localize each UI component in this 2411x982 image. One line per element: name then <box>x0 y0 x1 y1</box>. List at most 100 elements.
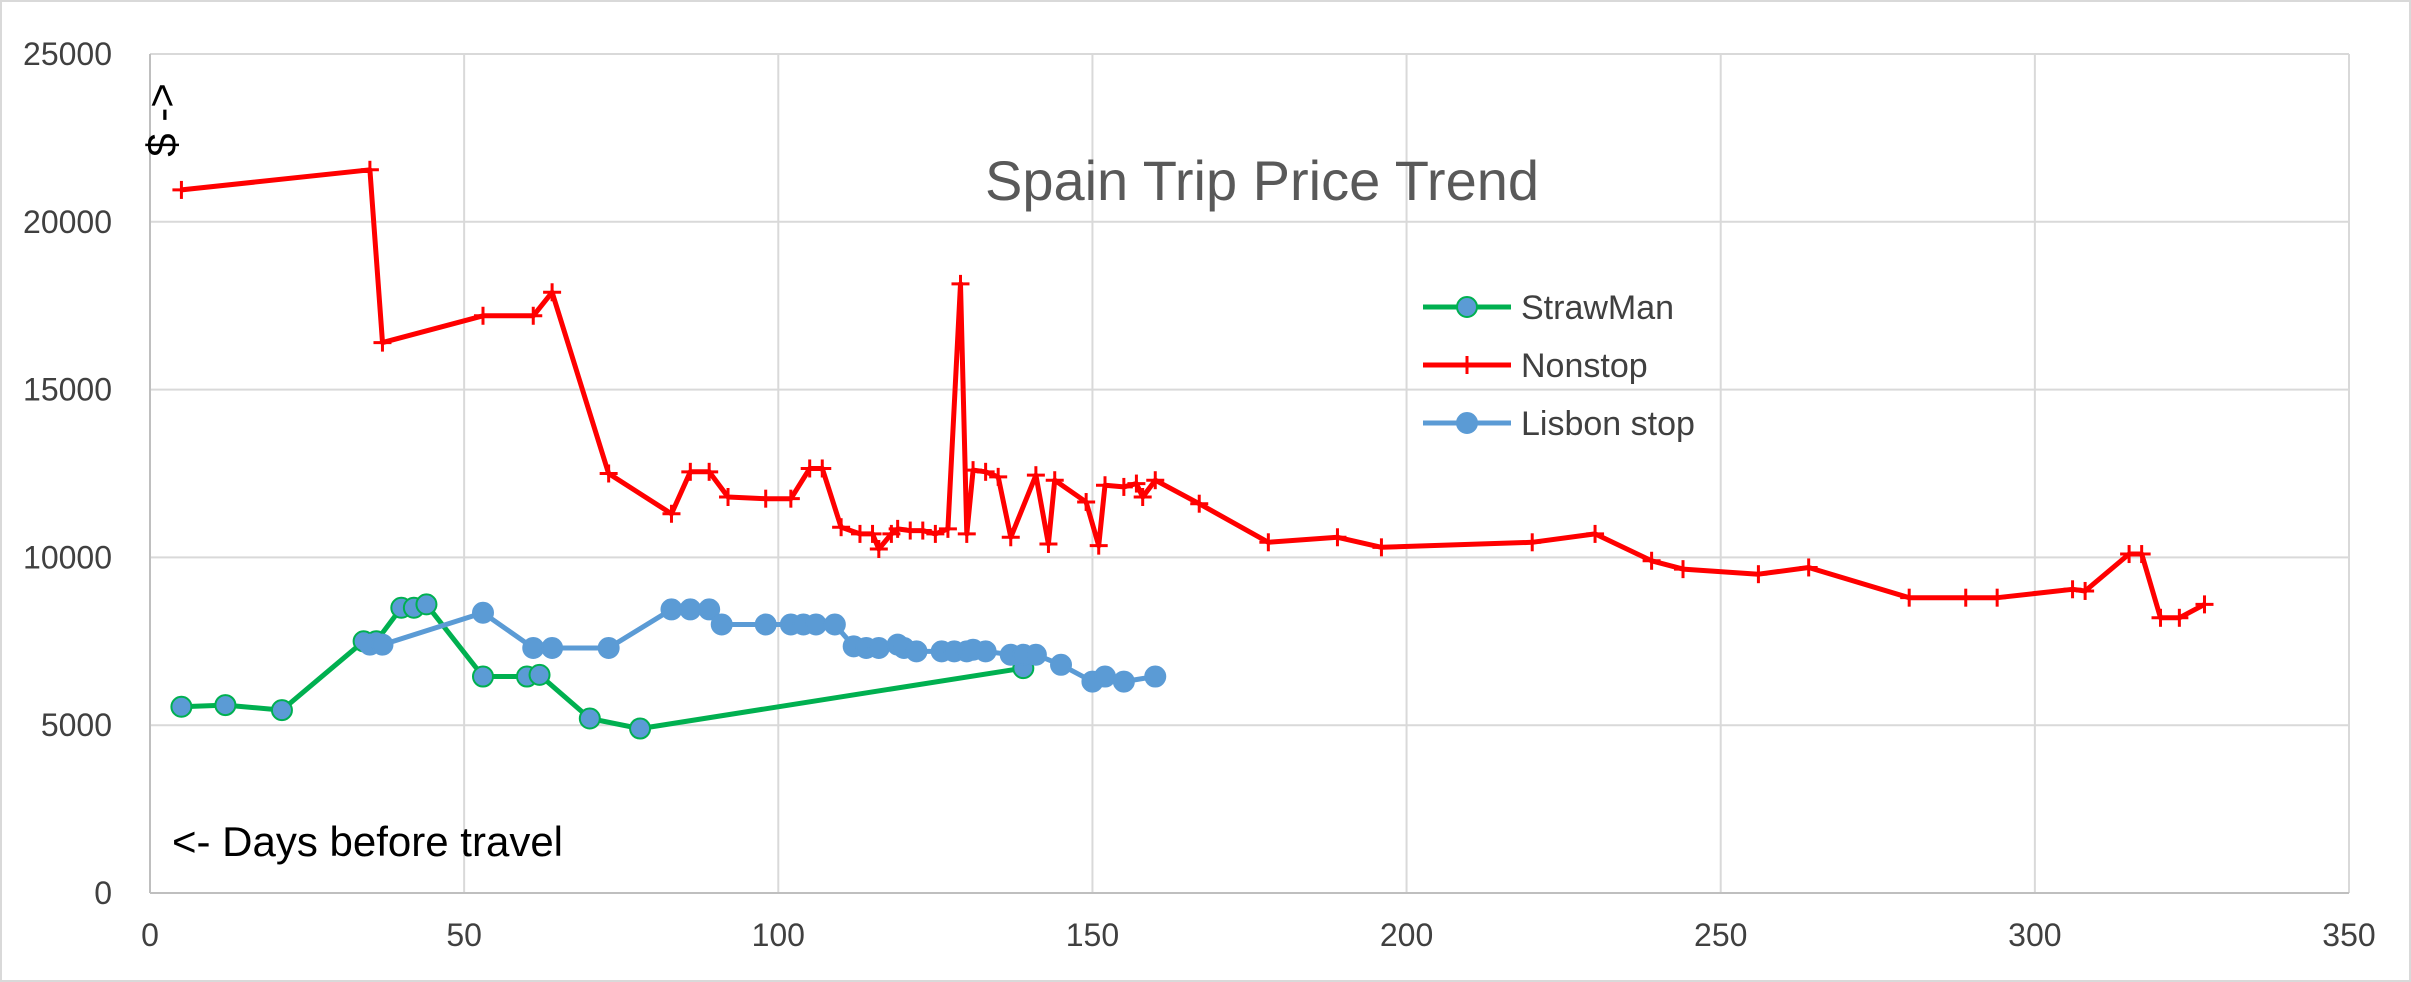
series-lisbon-stop-point <box>905 640 928 663</box>
series-nonstop-point <box>976 462 995 481</box>
series-nonstop-point <box>781 489 800 508</box>
series-nonstop-point <box>360 160 379 179</box>
series-nonstop-point <box>662 504 681 523</box>
x-tick-label: 0 <box>141 917 159 953</box>
series-nonstop-point <box>832 518 851 537</box>
series-nonstop-point <box>719 487 738 506</box>
series-nonstop-point <box>1045 471 1064 490</box>
series-nonstop-point <box>888 519 907 538</box>
series-nonstop-point <box>681 462 700 481</box>
series-nonstop-point <box>869 540 888 559</box>
series-lisbon-stop-point <box>867 637 890 660</box>
series-strawman <box>170 593 1035 740</box>
series-lisbon-stop-point <box>710 613 733 636</box>
series-nonstop-point <box>2063 580 2082 599</box>
series-nonstop-point <box>957 524 976 543</box>
y-tick-label: 15000 <box>23 372 112 408</box>
series-lisbon-stop-point <box>541 637 564 660</box>
legend-label-nonstop: Nonstop <box>1521 347 1648 385</box>
series-nonstop-point <box>1586 524 1605 543</box>
series-strawman-point <box>528 663 551 686</box>
legend-item-lisbon-stop: Lisbon stop <box>1423 405 1695 443</box>
series-nonstop-point <box>1372 538 1391 557</box>
x-tick-label: 350 <box>2322 917 2375 953</box>
series-strawman-point <box>471 665 494 688</box>
series-strawman-point <box>629 717 652 740</box>
series-nonstop-point <box>543 283 562 302</box>
series-nonstop-point <box>1190 494 1209 513</box>
legend-item-nonstop: Nonstop <box>1423 347 1648 385</box>
series-strawman-point <box>415 593 438 616</box>
series-lisbon-stop-point <box>823 613 846 636</box>
legend-lisbon-stop-point <box>1456 412 1478 434</box>
series-lisbon-stop-point <box>1144 665 1167 688</box>
series-nonstop-point <box>1114 477 1133 496</box>
series-nonstop-point <box>1328 528 1347 547</box>
series-lisbon-stop-point <box>1050 653 1073 676</box>
series-lisbon-stop-point <box>698 598 721 621</box>
series-nonstop-point <box>926 524 945 543</box>
series-layer <box>170 160 2214 740</box>
x-tick-label: 300 <box>2008 917 2061 953</box>
series-strawman-point <box>170 695 193 718</box>
x-tick-label: 50 <box>446 917 482 953</box>
legend: StrawMan Nonstop Lisbon stop <box>1423 289 1695 443</box>
series-lisbon-stop-point <box>754 613 777 636</box>
legend-label-strawman: StrawMan <box>1521 289 1674 327</box>
x-tick-label: 250 <box>1694 917 1747 953</box>
series-nonstop-point <box>1077 493 1096 512</box>
series-lisbon-stop-point <box>804 613 827 636</box>
series-nonstop-point <box>1523 533 1542 552</box>
series-nonstop-point <box>938 519 957 538</box>
series-nonstop-point <box>1095 476 1114 495</box>
series-nonstop-point <box>964 461 983 480</box>
series-strawman-point <box>270 699 293 722</box>
y-axis-tick-labels: 0 5000 10000 15000 20000 25000 <box>23 36 112 911</box>
series-nonstop-point <box>172 180 191 199</box>
series-nonstop-point <box>2076 581 2095 600</box>
series-nonstop-point <box>1988 588 2007 607</box>
series-nonstop-point <box>700 462 719 481</box>
y-tick-label: 0 <box>94 875 112 911</box>
series-lisbon-stop-point <box>1024 643 1047 666</box>
series-lisbon-stop-point <box>679 598 702 621</box>
y-tick-label: 20000 <box>23 204 112 240</box>
series-nonstop-point <box>473 306 492 325</box>
series-nonstop-point <box>1749 565 1768 584</box>
y-tick-label: 25000 <box>23 36 112 72</box>
legend-strawman-point <box>1456 296 1478 318</box>
gridlines <box>150 53 2350 893</box>
series-nonstop-point <box>2170 608 2189 627</box>
x-tick-label: 150 <box>1066 917 1119 953</box>
x-axis-tick-labels: 0 50 100 150 200 250 300 350 <box>141 917 2376 953</box>
series-lisbon-stop-point <box>371 633 394 656</box>
series-nonstop <box>172 160 2214 627</box>
y-tick-label: 10000 <box>23 539 112 575</box>
series-nonstop-point <box>1146 471 1165 490</box>
series-lisbon-stop-point <box>1093 665 1116 688</box>
series-nonstop-point <box>913 521 932 540</box>
series-nonstop-point <box>1642 551 1661 570</box>
series-nonstop-point <box>1089 536 1108 555</box>
series-nonstop-point <box>1039 534 1058 553</box>
series-nonstop-point <box>1674 560 1693 579</box>
y-axis-label: $ -> <box>138 83 185 157</box>
series-lisbon-stop-point <box>597 637 620 660</box>
series-nonstop-point <box>1956 588 1975 607</box>
legend-nonstop-point <box>1458 356 1476 374</box>
series-lisbon-stop-point <box>974 640 997 663</box>
y-tick-label: 5000 <box>41 707 112 743</box>
series-nonstop-point <box>863 524 882 543</box>
series-nonstop-point <box>1259 533 1278 552</box>
series-lisbon-stop-point <box>660 598 683 621</box>
series-lisbon-stop-point <box>1112 670 1135 693</box>
series-nonstop-point <box>951 274 970 293</box>
series-nonstop-point <box>2132 545 2151 564</box>
series-nonstop-point <box>1026 466 1045 485</box>
series-lisbon-stop-point <box>522 637 545 660</box>
series-nonstop-point <box>989 467 1008 486</box>
series-nonstop-point <box>1900 588 1919 607</box>
